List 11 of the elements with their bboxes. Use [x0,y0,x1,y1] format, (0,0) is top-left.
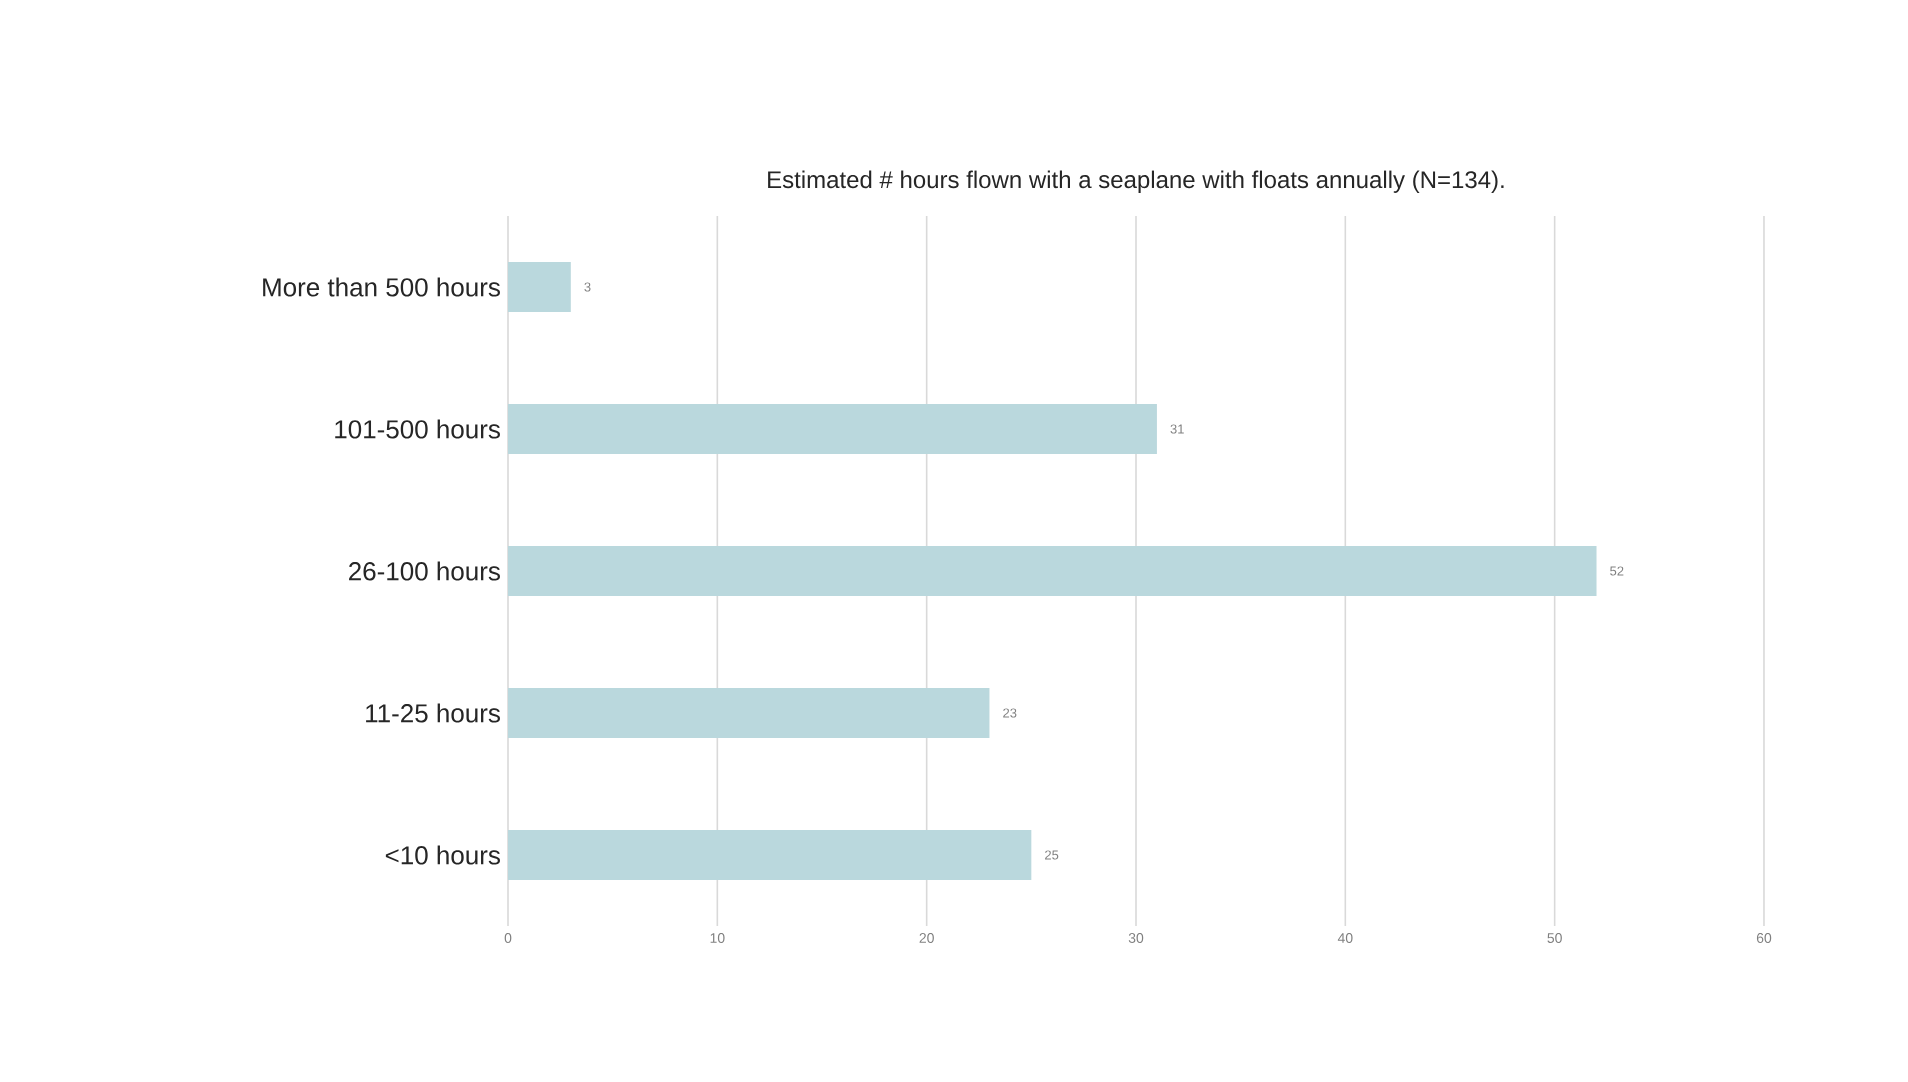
bar [508,545,1597,596]
bar [508,262,571,312]
bar [508,829,1032,880]
y-tick-label: 101-500 hours [335,419,500,439]
chart-title: Estimated # hours flown with a seaplane with floats annually (N=134). [768,170,1504,193]
bar [508,687,990,738]
y-tick-label: 26-100 hours [349,561,500,581]
y-tick-label: 11-25 hours [366,703,500,723]
y-tick-label: More than 500 hours [263,277,500,297]
bar [508,404,1157,454]
y-tick-label: <10 hours [385,845,500,865]
